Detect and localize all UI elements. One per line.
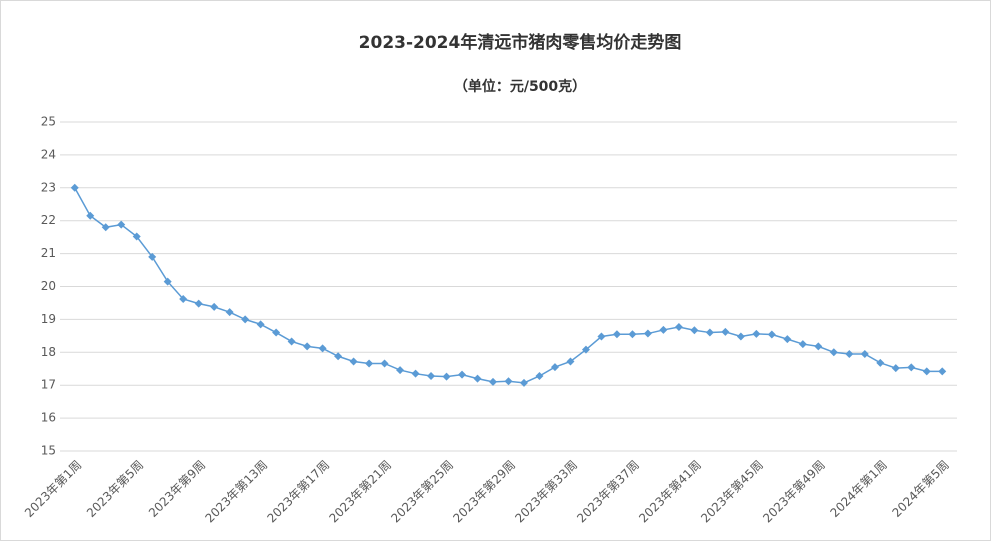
marker [303, 342, 312, 351]
marker [86, 211, 95, 220]
marker [860, 349, 869, 358]
marker [163, 277, 172, 286]
marker [736, 332, 745, 341]
marker [535, 371, 544, 380]
marker [287, 337, 296, 346]
y-tick-label: 18 [41, 345, 56, 359]
marker [427, 371, 436, 380]
marker [473, 374, 482, 383]
marker [814, 342, 823, 351]
marker [194, 299, 203, 308]
y-tick-label: 24 [41, 147, 56, 161]
y-tick-label: 17 [41, 378, 56, 392]
marker [550, 363, 559, 372]
marker [380, 359, 389, 368]
marker [643, 329, 652, 338]
y-tick-label: 22 [41, 213, 56, 227]
marker [256, 320, 265, 329]
marker [597, 332, 606, 341]
marker [318, 344, 327, 353]
y-tick-label: 25 [41, 115, 56, 129]
marker [489, 377, 498, 386]
marker [829, 348, 838, 357]
marker [225, 308, 234, 317]
marker [798, 340, 807, 349]
marker [674, 322, 683, 331]
marker [349, 357, 358, 366]
marker [365, 359, 374, 368]
marker [210, 302, 219, 311]
marker [179, 295, 188, 304]
chart-title: 2023-2024年清远市猪肉零售均价走势图 [359, 32, 682, 53]
marker [907, 363, 916, 372]
marker [581, 345, 590, 354]
marker [705, 328, 714, 337]
marker [767, 330, 776, 339]
marker [690, 326, 699, 335]
marker [612, 330, 621, 339]
marker [876, 358, 885, 367]
y-tick-label: 20 [41, 279, 56, 293]
marker [721, 327, 730, 336]
marker [458, 370, 467, 379]
marker [101, 223, 110, 232]
marker [241, 315, 250, 324]
marker [922, 367, 931, 376]
marker [519, 378, 528, 387]
marker [442, 372, 451, 381]
marker [117, 220, 126, 229]
chart-subtitle: （单位：元/500克） [454, 78, 586, 95]
marker [938, 367, 947, 376]
y-tick-label: 19 [41, 312, 56, 326]
y-tick-label: 21 [41, 246, 56, 260]
marker [783, 335, 792, 344]
marker [411, 369, 420, 378]
marker [334, 352, 343, 361]
marker [566, 357, 575, 366]
y-tick-label: 15 [41, 444, 56, 458]
marker [504, 377, 513, 386]
marker [148, 252, 157, 261]
y-tick-label: 16 [41, 411, 56, 425]
marker [659, 325, 668, 334]
marker [628, 330, 637, 339]
marker [132, 232, 141, 241]
marker [845, 349, 854, 358]
marker [752, 329, 761, 338]
marker [396, 366, 405, 375]
marker [891, 364, 900, 373]
marker [70, 183, 79, 192]
marker [272, 328, 281, 337]
y-tick-label: 23 [41, 180, 56, 194]
